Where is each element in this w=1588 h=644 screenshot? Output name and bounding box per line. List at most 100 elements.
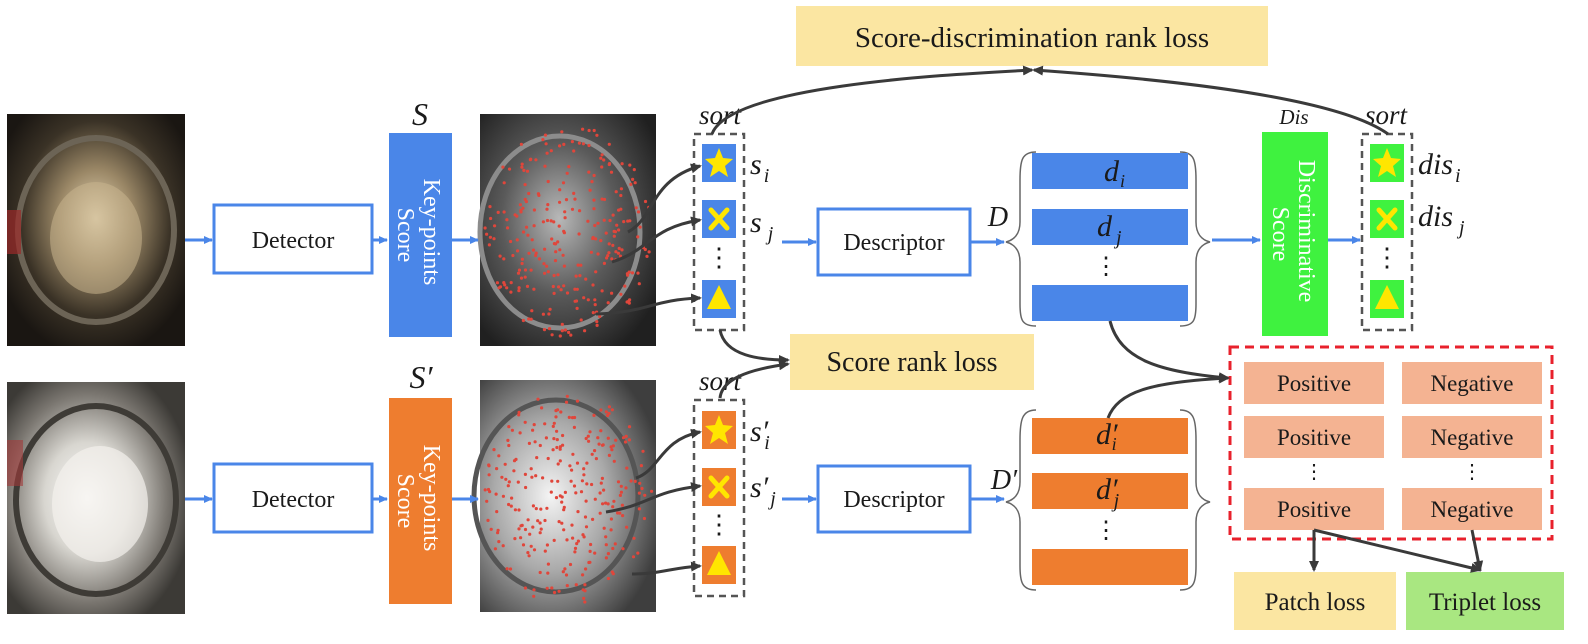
keypoint-dot: [583, 515, 588, 519]
keypoint-dot: [604, 231, 608, 235]
ellipsis-top: ⋮: [706, 243, 732, 272]
keypoint-dot: [519, 142, 524, 146]
keypoint-dot: [582, 535, 586, 539]
keypoint-dot: [546, 571, 550, 575]
triangle-icon: [707, 551, 731, 575]
keypoint-dot: [584, 567, 588, 571]
keypoint-dot: [543, 271, 547, 275]
keypoint-dot: [613, 542, 617, 546]
keypoint-dot: [587, 439, 591, 443]
keypoint-dot: [521, 206, 525, 210]
keypoint-dot: [612, 234, 616, 238]
descriptor-bar-di-prime: [1032, 418, 1188, 454]
keypoint-dot: [621, 547, 625, 551]
keypoint-dot: [560, 130, 564, 134]
keypoint-dot: [570, 207, 575, 211]
keypoint-dot: [627, 299, 631, 303]
keypoint-dot: [492, 448, 496, 452]
keypoint-dot: [579, 490, 584, 494]
keypoints-score-block-bottom: Key-points Score: [389, 398, 452, 604]
keypoint-dot: [607, 251, 611, 255]
keypoint-dot: [581, 127, 585, 131]
keypoint-dot: [545, 218, 550, 223]
keypoint-dot: [534, 474, 538, 478]
keypoint-dot: [519, 210, 523, 214]
keypoint-dot: [607, 242, 611, 246]
keypoint-dot: [493, 224, 497, 228]
keypoint-dot: [620, 162, 624, 166]
keypoint-dot: [532, 588, 536, 592]
keypoint-dot: [563, 216, 567, 220]
keypoint-dot: [561, 433, 565, 438]
negative-label: Negative: [1430, 425, 1513, 450]
keypoint-dot: [585, 461, 589, 465]
keypoint-dot: [492, 237, 496, 241]
keypoint-dot: [530, 309, 534, 313]
keypoint-dot: [505, 567, 509, 571]
keypoint-dot: [516, 249, 520, 253]
ellipsis-bottom: ⋮: [706, 510, 732, 539]
keypoint-dot: [619, 187, 624, 191]
cross-icon: [708, 207, 730, 231]
keypoint-dot: [545, 264, 549, 268]
keypoint-dot: [588, 188, 592, 192]
dis-star: [1370, 144, 1404, 182]
brace-left-top: [1005, 151, 1037, 327]
keypoint-dot: [510, 496, 514, 500]
keypoint-dot: [487, 473, 491, 477]
keypoint-dot: [495, 467, 499, 471]
keypoint-dot: [563, 490, 568, 494]
keypoint-dot: [641, 449, 645, 453]
keypoint-dot: [489, 527, 493, 531]
keypoint-dot: [509, 239, 513, 244]
keypoint-dot: [643, 493, 647, 497]
keypoint-dot: [593, 303, 597, 307]
keypoint-dot: [554, 496, 559, 500]
keypoint-dot: [614, 190, 618, 194]
keypoint-dot: [531, 504, 536, 508]
discriminative-line1: Discriminative: [1293, 160, 1319, 303]
keypoint-dot: [624, 486, 628, 490]
keypoint-dot: [534, 253, 538, 258]
keypoint-dot: [543, 549, 547, 553]
keypoint-dot: [539, 527, 543, 531]
keypoint-dot: [537, 257, 542, 261]
keypoint-dot: [485, 499, 489, 503]
keypoint-dot: [527, 441, 532, 445]
keypoint-dot: [588, 560, 592, 564]
score-discrimination-rank-loss-box: Score-discrimination rank loss: [796, 6, 1268, 66]
keypoint-dot: [554, 415, 558, 419]
keypoint-dot: [520, 523, 524, 528]
keypoint-dot: [562, 142, 566, 146]
keypoint-dot: [513, 537, 517, 541]
keypoint-dot: [532, 423, 536, 427]
keypoint-dot: [505, 286, 509, 290]
keypoint-dot: [611, 213, 615, 217]
keypoint-dot: [576, 539, 581, 543]
keypoint-dot: [599, 239, 603, 243]
keypoint-dot: [536, 519, 540, 523]
keypoint-dot: [523, 586, 528, 590]
keypoint-dot: [595, 320, 599, 324]
keypoint-dot: [616, 251, 621, 255]
keypoint-dot: [587, 170, 591, 174]
keypoint-dot: [520, 261, 524, 266]
keypoint-dot: [541, 220, 546, 224]
keypoint-dot: [518, 431, 522, 435]
keypoint-dot: [570, 523, 574, 527]
keypoint-dot: [599, 408, 603, 412]
detector-box-bottom: Detector: [212, 462, 374, 534]
keypoint-dot: [623, 440, 628, 444]
keypoint-dot: [562, 264, 567, 268]
keypoint-dot: [621, 514, 625, 518]
keypoint-dot: [571, 536, 575, 540]
keypoint-dot: [525, 169, 530, 173]
keypoint-dot: [536, 397, 540, 401]
keypoint-dot: [637, 491, 642, 495]
keypoint-dot: [549, 219, 553, 223]
keypoint-dot: [615, 223, 619, 227]
keypoint-dot: [561, 181, 566, 185]
keypoint-dot: [594, 457, 599, 461]
